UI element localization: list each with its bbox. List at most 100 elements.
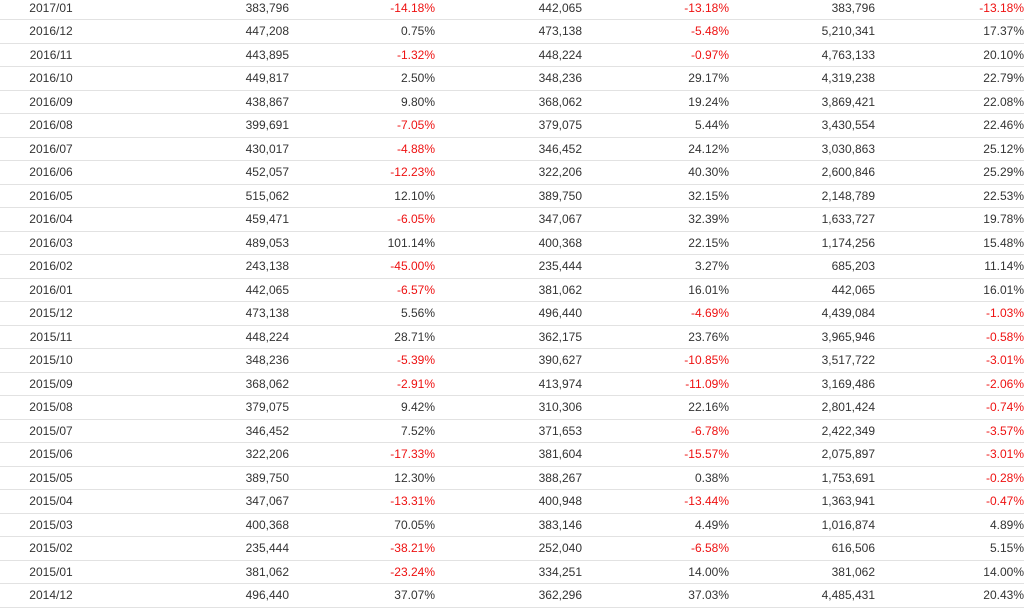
table-row: 2015/05 389,750 12.30% 388,267 0.38% 1,753,69… [0,466,1024,490]
value-b-cell: 442,065 [435,0,582,20]
value-b-cell: 389,750 [435,184,582,208]
cumulative-cell: 685,203 [729,254,875,279]
month-cell: 2016/11 [0,43,102,67]
change-a-cell: -45.00% [289,254,435,279]
cumulative-cell: 616,506 [729,536,875,561]
table-row: 2015/03 400,368 70.05% 383,146 4.49% 1,016,87… [0,513,1024,537]
value-a-cell: 489,053 [102,231,289,255]
month-cell: 2015/12 [0,301,102,326]
change-b-cell: 16.01% [582,278,729,302]
table-row: 2016/02 243,138 -45.00% 235,444 3.27% 685,203… [0,254,1024,279]
cumulative-cell: 1,016,874 [729,513,875,537]
cumulative-change-cell: -3.01% [875,442,1024,467]
value-a-cell: 515,062 [102,184,289,208]
change-a-cell: -12.23% [289,160,435,185]
change-a-cell: 9.80% [289,90,435,114]
month-cell: 2016/10 [0,66,102,91]
value-b-cell: 322,206 [435,160,582,185]
change-b-cell: 3.27% [582,254,729,279]
month-cell: 2015/11 [0,325,102,349]
cumulative-change-cell: 17.37% [875,19,1024,44]
table-row: 2016/01 442,065 -6.57% 381,062 16.01% 442,065… [0,278,1024,302]
value-a-cell: 473,138 [102,301,289,326]
change-b-cell: 14.00% [582,560,729,584]
cumulative-change-cell: 11.14% [875,254,1024,279]
month-cell: 2016/05 [0,184,102,208]
value-b-cell: 347,067 [435,207,582,232]
cumulative-change-cell: 4.89% [875,513,1024,537]
table-row: 2016/05 515,062 12.10% 389,750 32.15% 2,148,7… [0,184,1024,208]
value-a-cell: 438,867 [102,90,289,114]
change-a-cell: 28.71% [289,325,435,349]
change-a-cell: -5.39% [289,348,435,373]
value-a-cell: 430,017 [102,137,289,161]
cumulative-change-cell: 16.01% [875,278,1024,302]
cumulative-cell: 442,065 [729,278,875,302]
value-a-cell: 442,065 [102,278,289,302]
cumulative-cell: 1,174,256 [729,231,875,255]
value-a-cell: 447,208 [102,19,289,44]
month-cell: 2017/01 [0,0,102,20]
table-row: 2016/03 489,053 101.14% 400,368 22.15% 1,174,… [0,231,1024,255]
cumulative-cell: 4,763,133 [729,43,875,67]
change-b-cell: 22.15% [582,231,729,255]
month-cell: 2015/01 [0,560,102,584]
month-cell: 2015/02 [0,536,102,561]
change-b-cell: 22.16% [582,395,729,420]
cumulative-change-cell: 14.00% [875,560,1024,584]
value-a-cell: 347,067 [102,489,289,514]
change-b-cell: 0.38% [582,466,729,490]
cumulative-change-cell: 22.08% [875,90,1024,114]
table-row: 2015/01 381,062 -23.24% 334,251 14.00% 381,06… [0,560,1024,584]
change-b-cell: -0.97% [582,43,729,67]
change-b-cell: -5.48% [582,19,729,44]
value-b-cell: 235,444 [435,254,582,279]
change-a-cell: -14.18% [289,0,435,20]
month-cell: 2016/03 [0,231,102,255]
month-cell: 2015/06 [0,442,102,467]
month-cell: 2015/08 [0,395,102,420]
table-row: 2015/10 348,236 -5.39% 390,627 -10.85% 3,517,… [0,348,1024,373]
month-cell: 2016/01 [0,278,102,302]
value-a-cell: 399,691 [102,113,289,138]
change-a-cell: 101.14% [289,231,435,255]
table-row: 2015/09 368,062 -2.91% 413,974 -11.09% 3,169,… [0,372,1024,396]
value-b-cell: 381,062 [435,278,582,302]
cumulative-change-cell: -1.03% [875,301,1024,326]
change-b-cell: 19.24% [582,90,729,114]
value-b-cell: 448,224 [435,43,582,67]
change-a-cell: -6.57% [289,278,435,302]
value-b-cell: 400,948 [435,489,582,514]
value-b-cell: 381,604 [435,442,582,467]
cumulative-cell: 2,422,349 [729,419,875,443]
table-row: 2017/01 383,796 -14.18% 442,065 -13.18% 383,7… [0,0,1024,20]
month-cell: 2015/04 [0,489,102,514]
cumulative-cell: 3,965,946 [729,325,875,349]
table-row: 2015/06 322,206 -17.33% 381,604 -15.57% 2,075… [0,442,1024,467]
change-a-cell: -7.05% [289,113,435,138]
value-a-cell: 322,206 [102,442,289,467]
change-b-cell: -4.69% [582,301,729,326]
value-b-cell: 473,138 [435,19,582,44]
value-b-cell: 388,267 [435,466,582,490]
cumulative-change-cell: -0.28% [875,466,1024,490]
cumulative-cell: 3,430,554 [729,113,875,138]
change-b-cell: 24.12% [582,137,729,161]
value-b-cell: 346,452 [435,137,582,161]
change-b-cell: -6.78% [582,419,729,443]
value-a-cell: 400,368 [102,513,289,537]
table-row: 2015/04 347,067 -13.31% 400,948 -13.44% 1,363… [0,489,1024,514]
change-a-cell: -13.31% [289,489,435,514]
cumulative-change-cell: 25.29% [875,160,1024,185]
cumulative-change-cell: -0.58% [875,325,1024,349]
cumulative-change-cell: 20.10% [875,43,1024,67]
change-a-cell: 12.30% [289,466,435,490]
change-a-cell: 37.07% [289,583,435,608]
value-a-cell: 346,452 [102,419,289,443]
month-cell: 2014/12 [0,583,102,608]
cumulative-change-cell: -13.18% [875,0,1024,20]
change-b-cell: -13.18% [582,0,729,20]
month-cell: 2016/12 [0,19,102,44]
month-cell: 2015/09 [0,372,102,396]
